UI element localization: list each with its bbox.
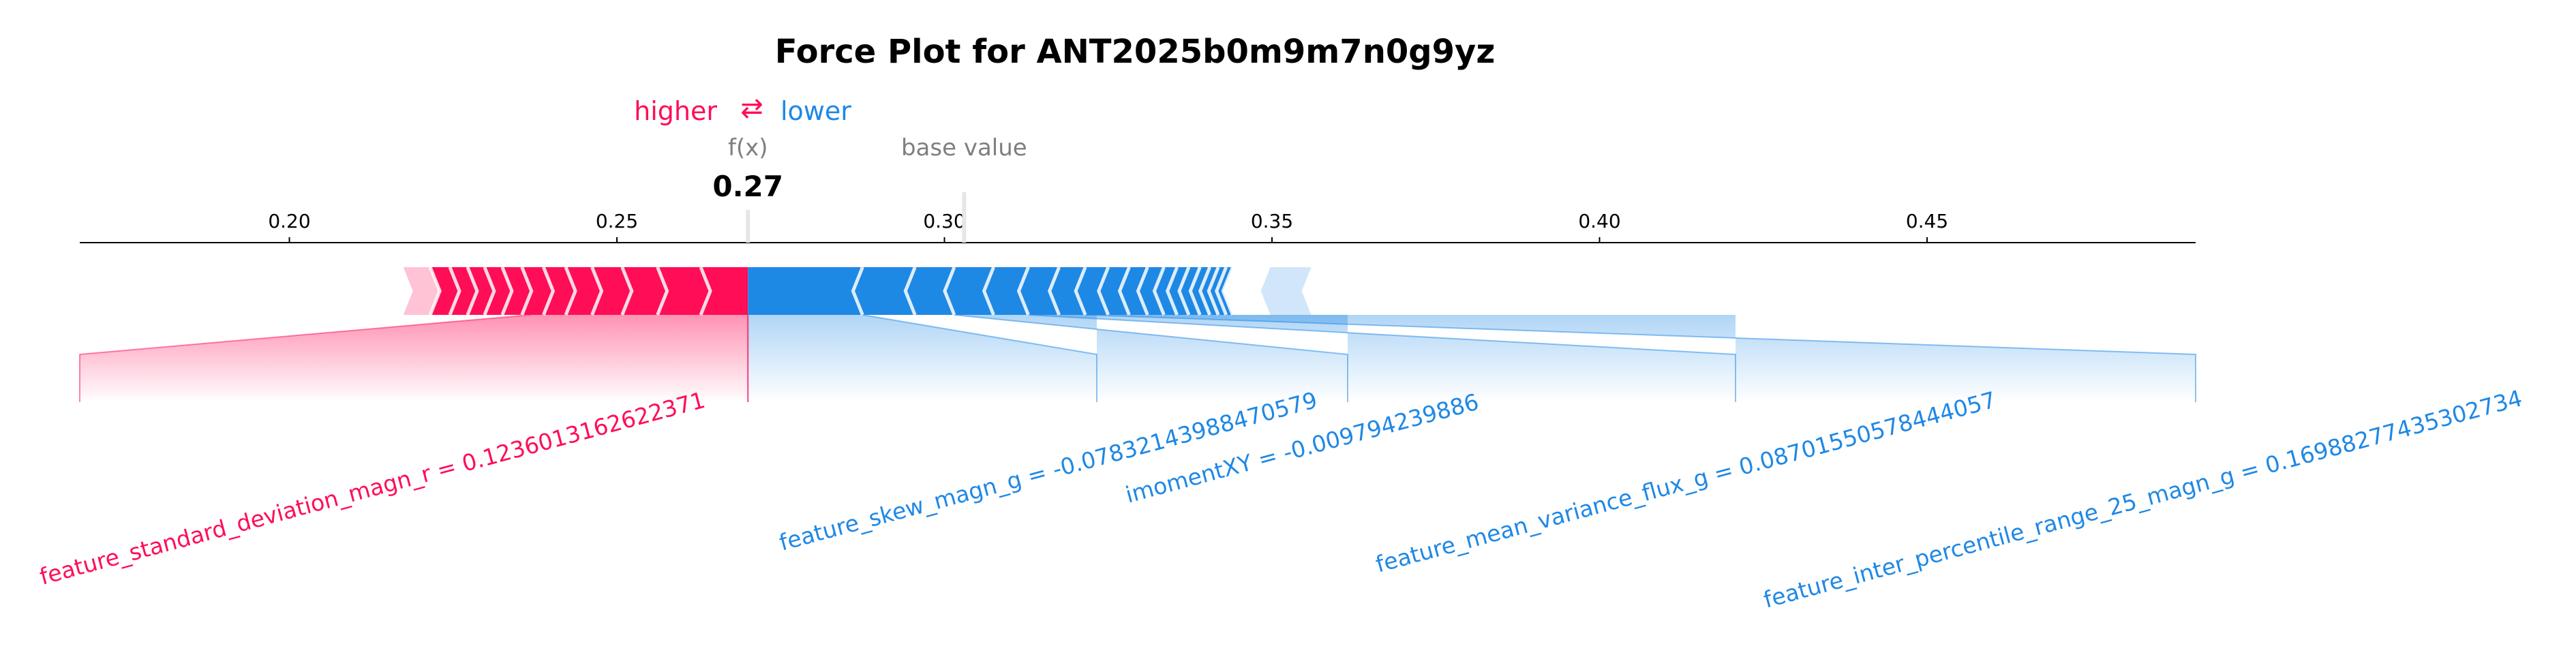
negative-divider [1136, 266, 1149, 316]
negative-divider [903, 266, 917, 316]
positive-divider [656, 266, 669, 316]
tick-label: 0.20 [268, 210, 310, 232]
negative-divider [1207, 266, 1220, 316]
positive-divider [590, 266, 604, 316]
negative-divider [1221, 266, 1234, 316]
legend-arrow-icon: ⇄ [740, 93, 763, 124]
feature-label: feature_standard_deviation_magn_r = 0.12… [37, 386, 708, 590]
connector-shading [79, 314, 2196, 402]
positive-divider [483, 266, 496, 316]
negative-divider [1198, 266, 1212, 316]
positive-divider [500, 266, 514, 316]
negative-divider [1016, 266, 1030, 316]
tick-label: 0.25 [596, 210, 638, 232]
negative-divider [1152, 266, 1166, 316]
negative-divider [1117, 266, 1131, 316]
positive-connector-line [79, 314, 531, 402]
negative-connector [1085, 315, 2196, 402]
negative-tail [1260, 267, 1312, 315]
tick-label: 0.45 [1906, 210, 1948, 232]
negative-region [748, 267, 1233, 315]
positive-divider [542, 266, 556, 316]
tick-label: 0.35 [1251, 210, 1293, 232]
negative-divider [982, 266, 995, 316]
negative-divider [1047, 266, 1061, 316]
fx-label: f(x) [728, 134, 768, 162]
tick-label: 0.40 [1578, 210, 1620, 232]
positive-divider [564, 266, 577, 316]
negative-divider [943, 266, 956, 316]
positive-region [430, 267, 748, 315]
negative-divider [1097, 266, 1110, 316]
chart-title: Force Plot for ANT2025b0m9m7n0g9yz [775, 33, 1496, 71]
negative-divider [1188, 266, 1202, 316]
positive-divider [428, 266, 442, 316]
fx-value: 0.27 [712, 170, 783, 203]
positive-divider [699, 266, 712, 316]
legend-higher: higher [634, 96, 717, 126]
negative-connector-line [1085, 314, 2196, 402]
negative-connector [1028, 315, 1736, 402]
positive-divider [520, 266, 534, 316]
negative-divider [1177, 266, 1191, 316]
positive-divider [448, 266, 461, 316]
negative-divider [851, 266, 864, 316]
tick-label: 0.30 [923, 210, 965, 232]
positive-divider [620, 266, 634, 316]
force-bar [403, 266, 1312, 316]
negative-connector [954, 315, 1348, 402]
negative-divider [1215, 266, 1228, 316]
negative-divider [1165, 266, 1179, 316]
positive-divider [466, 266, 479, 316]
feature-labels: feature_standard_deviation_magn_r = 0.12… [37, 384, 2525, 613]
x-axis: 0.20 0.25 0.30 0.35 0.40 0.45 [80, 192, 2196, 243]
base-value-label: base value [901, 134, 1027, 162]
negative-divider [1074, 266, 1087, 316]
positive-connector [80, 315, 748, 402]
negative-connector [748, 315, 1097, 402]
legend-lower: lower [781, 96, 851, 126]
